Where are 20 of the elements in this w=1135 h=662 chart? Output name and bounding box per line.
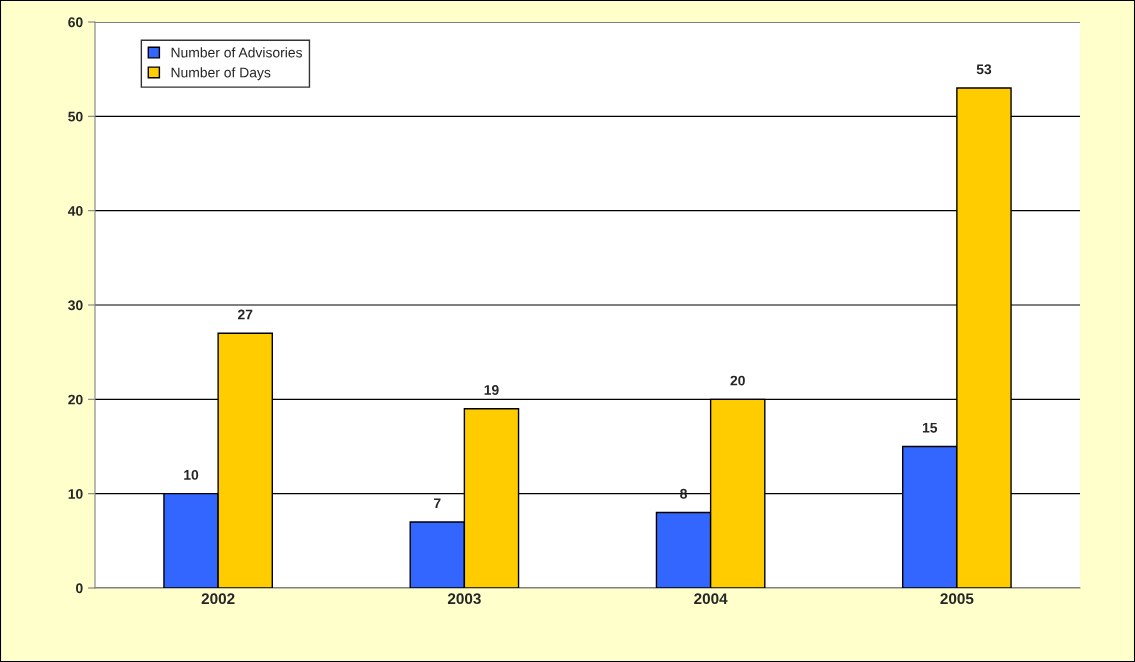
- y-tick-label: 30: [68, 300, 83, 311]
- y-tick-label: 40: [67, 206, 83, 216]
- y-tick-label: 10: [68, 489, 83, 499]
- x-tick-label: 2005: [940, 593, 974, 605]
- legend-label: Number of Advisories: [171, 47, 303, 58]
- y-tick-label: 50: [68, 111, 83, 122]
- legend-label: Number of Days: [171, 67, 271, 81]
- data-label: 19: [484, 385, 499, 395]
- data-label: 53: [976, 64, 992, 75]
- data-label: 20: [730, 375, 745, 386]
- data-label: 15: [922, 422, 938, 433]
- data-label: 27: [237, 309, 253, 320]
- data-label: 7: [434, 498, 441, 508]
- data-label: 10: [184, 469, 199, 480]
- y-tick-label: 60: [68, 17, 83, 28]
- y-tick-label: 20: [68, 394, 83, 405]
- x-tick-label: 2004: [694, 593, 728, 605]
- x-tick-label: 2002: [201, 593, 235, 605]
- x-tick-label: 2003: [447, 593, 481, 605]
- y-tick-label: 0: [76, 583, 83, 594]
